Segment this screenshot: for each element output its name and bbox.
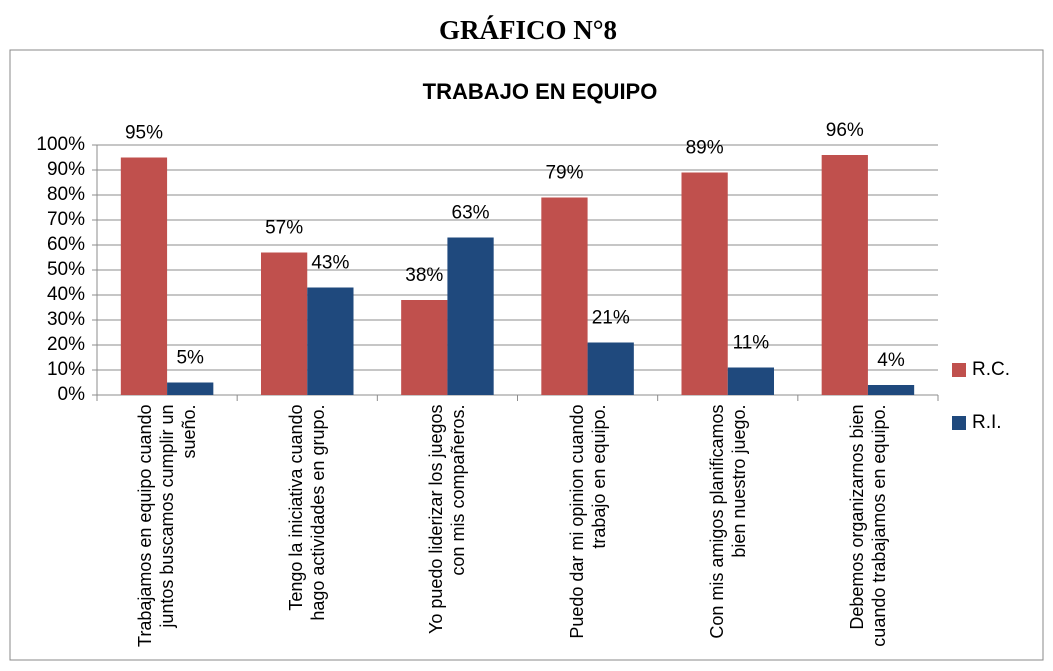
bar — [867, 385, 915, 395]
bar — [541, 197, 588, 395]
y-tick-label: 40% — [47, 284, 85, 305]
value-label: 57% — [265, 218, 303, 239]
bar — [727, 367, 775, 395]
value-label: 21% — [592, 308, 630, 329]
y-tick-label: 50% — [47, 259, 85, 280]
legend-label: R.C. — [972, 359, 1010, 380]
y-tick-label: 20% — [47, 334, 85, 355]
bar — [307, 287, 354, 395]
y-tick-label: 30% — [47, 309, 85, 330]
value-label: 11% — [733, 333, 770, 354]
bar — [260, 252, 308, 395]
bar — [167, 382, 214, 395]
bar — [587, 342, 634, 395]
value-label: 96% — [826, 120, 864, 141]
bar — [821, 155, 868, 395]
y-tick-label: 60% — [47, 234, 85, 255]
chart-title: TRABAJO EN EQUIPO — [423, 79, 658, 104]
value-label: 79% — [545, 163, 583, 184]
value-label: 4% — [877, 350, 905, 371]
x-tick-label: Tengo la iniciativa cuando hago activida… — [286, 404, 329, 621]
y-tick-label: 100% — [36, 134, 85, 155]
x-tick-label: Puedo dar mi opinion cuando trabajo en e… — [566, 404, 609, 639]
value-label: 95% — [125, 123, 163, 144]
legend-label: R.I. — [972, 412, 1002, 433]
value-label: 43% — [311, 253, 349, 274]
x-tick-label: Trabajamos en equipo cuando juntos busca… — [135, 404, 200, 648]
bar — [447, 237, 494, 395]
bar — [401, 300, 448, 395]
legend-swatch — [952, 416, 966, 430]
y-tick-label: 70% — [47, 209, 85, 230]
legend-swatch — [952, 363, 966, 377]
y-tick-label: 0% — [58, 384, 86, 405]
value-label: 38% — [405, 265, 443, 286]
bar — [120, 157, 168, 395]
x-tick-label: Yo puedo liderizar los juegos con mis co… — [426, 404, 469, 635]
y-tick-label: 10% — [47, 359, 85, 380]
chart-frame — [9, 49, 1044, 661]
page-heading: GRÁFICO N°8 — [439, 15, 617, 45]
x-tick-label: Con mis amigos planificamos bien nuestro… — [706, 404, 749, 639]
value-label: 63% — [452, 203, 490, 224]
y-tick-label: 90% — [47, 159, 85, 180]
y-tick-label: 80% — [47, 184, 85, 205]
value-label: 89% — [686, 138, 724, 159]
value-label: 5% — [176, 348, 204, 369]
x-tick-label: Debemos organizarnos bien cuando trabaja… — [846, 404, 889, 647]
bar — [681, 172, 728, 395]
